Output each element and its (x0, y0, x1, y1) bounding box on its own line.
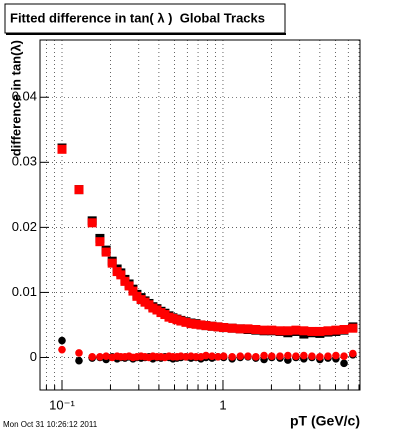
marker-square (87, 218, 97, 228)
marker-circle (260, 351, 268, 360)
marker-square (120, 276, 130, 286)
marker-square (339, 324, 349, 334)
marker-square (116, 270, 126, 280)
plot-frame (39, 39, 361, 391)
marker-circle (202, 351, 210, 360)
x-axis-label: pT (GeV/c) (290, 413, 360, 429)
marker-square (251, 324, 261, 334)
y-tick-label: 0 (30, 349, 37, 364)
marker-square (275, 326, 285, 336)
marker-square (331, 325, 341, 335)
marker-square (128, 286, 138, 296)
marker-circle (102, 352, 110, 360)
marker-square (213, 322, 223, 332)
marker-circle (236, 352, 245, 360)
marker-circle (308, 352, 316, 360)
marker-square (219, 323, 229, 333)
marker-circle (214, 353, 222, 361)
marker-square (101, 247, 111, 257)
y-tick-label: 0.04 (12, 89, 37, 104)
marker-square (291, 325, 301, 335)
marker-circle (75, 349, 83, 357)
marker-square (259, 325, 269, 335)
title-box (4, 3, 286, 34)
marker-square (176, 316, 186, 326)
timestamp: Mon Oct 31 10:26:12 2011 (3, 420, 98, 429)
marker-circle (340, 352, 348, 360)
chart-title: Fitted difference in tan( λ ) Global Tra… (10, 10, 265, 25)
marker-circle (324, 352, 332, 360)
marker-circle (267, 352, 276, 360)
marker-square (267, 325, 277, 335)
title-box-shadow (6, 33, 286, 35)
marker-square (235, 324, 245, 334)
marker-square (74, 185, 84, 195)
marker-square (107, 258, 117, 268)
marker-circle (219, 352, 228, 360)
plot-area: 10⁻¹ 1 0 0.01 0.02 0.03 0.04 (12, 39, 361, 412)
marker-circle (208, 352, 216, 360)
marker-square (201, 321, 211, 331)
marker-circle (252, 353, 260, 361)
marker-circle (58, 336, 66, 345)
marker-circle (88, 353, 96, 361)
marker-circle (332, 351, 340, 360)
marker-square (348, 323, 358, 333)
marker-square (57, 144, 67, 154)
y-tick-label: 0.03 (12, 154, 37, 169)
marker-square (315, 326, 325, 336)
marker-circle (284, 351, 292, 360)
marker-square (243, 324, 253, 334)
marker-square (95, 237, 105, 247)
marker-circle (316, 353, 324, 361)
y-tick-label: 0.02 (12, 219, 37, 234)
y-axis-label: difference in tan(λ) (8, 40, 23, 156)
marker-circle (96, 353, 104, 361)
marker-circle (292, 352, 300, 360)
marker-square (307, 326, 317, 336)
marker-square (191, 319, 201, 329)
y-tick-label: 0.01 (12, 284, 37, 299)
marker-square (283, 326, 293, 336)
marker-circle (58, 345, 66, 354)
marker-square (181, 317, 191, 327)
marker-circle (75, 356, 83, 365)
marker-circle (300, 351, 308, 360)
marker-circle (340, 359, 348, 368)
marker-square (207, 321, 217, 331)
marker-circle (276, 352, 284, 360)
marker-square (186, 319, 196, 329)
marker-circle (244, 352, 252, 360)
marker-square (299, 326, 309, 336)
marker-circle (228, 353, 236, 361)
marker-circle (349, 349, 357, 358)
marker-square (323, 326, 333, 336)
x-tick-label: 10⁻¹ (49, 397, 75, 412)
x-tick-label: 1 (219, 397, 226, 412)
marker-square (227, 323, 237, 333)
marker-square (124, 281, 134, 291)
marker-square (196, 320, 206, 330)
